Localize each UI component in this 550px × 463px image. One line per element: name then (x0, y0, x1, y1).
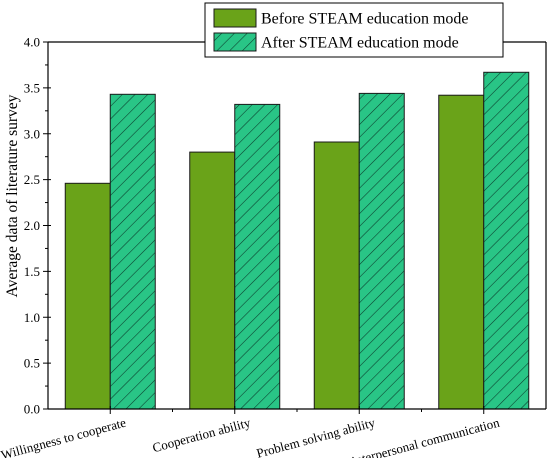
bar-before-2 (189, 151, 236, 410)
x-tick-label: Willingness to cooperate (0, 415, 128, 458)
y-tick-label: 3.5 (24, 80, 40, 95)
bar-after-1 (109, 93, 156, 410)
bar-after-3 (358, 92, 405, 410)
y-tick-label: 4.0 (24, 35, 40, 50)
y-tick-label: 2.0 (24, 218, 40, 233)
bar-after-4 (483, 71, 530, 410)
y-tick-label: 0.5 (24, 356, 40, 371)
y-tick-label: 2.5 (24, 172, 40, 187)
x-tick-label: Cooperation ability (151, 415, 253, 456)
y-tick-label: 0.0 (24, 402, 40, 417)
legend-swatch-before (213, 8, 257, 28)
legend-label-after: After STEAM education mode (261, 35, 459, 52)
bar-before-1 (64, 182, 111, 410)
legend-swatch-after (213, 32, 257, 52)
bar-before-4 (438, 94, 485, 410)
bar-after-2 (234, 103, 281, 410)
bar-before-3 (313, 141, 360, 410)
y-tick-label: 1.0 (24, 310, 40, 325)
legend: Before STEAM education mode After STEAM e… (204, 2, 504, 58)
y-tick-label: 1.5 (24, 264, 40, 279)
legend-label-before: Before STEAM education mode (261, 11, 469, 28)
y-tick-label: 3.0 (24, 126, 40, 141)
y-axis-label: Average data of literature survey (4, 94, 21, 297)
